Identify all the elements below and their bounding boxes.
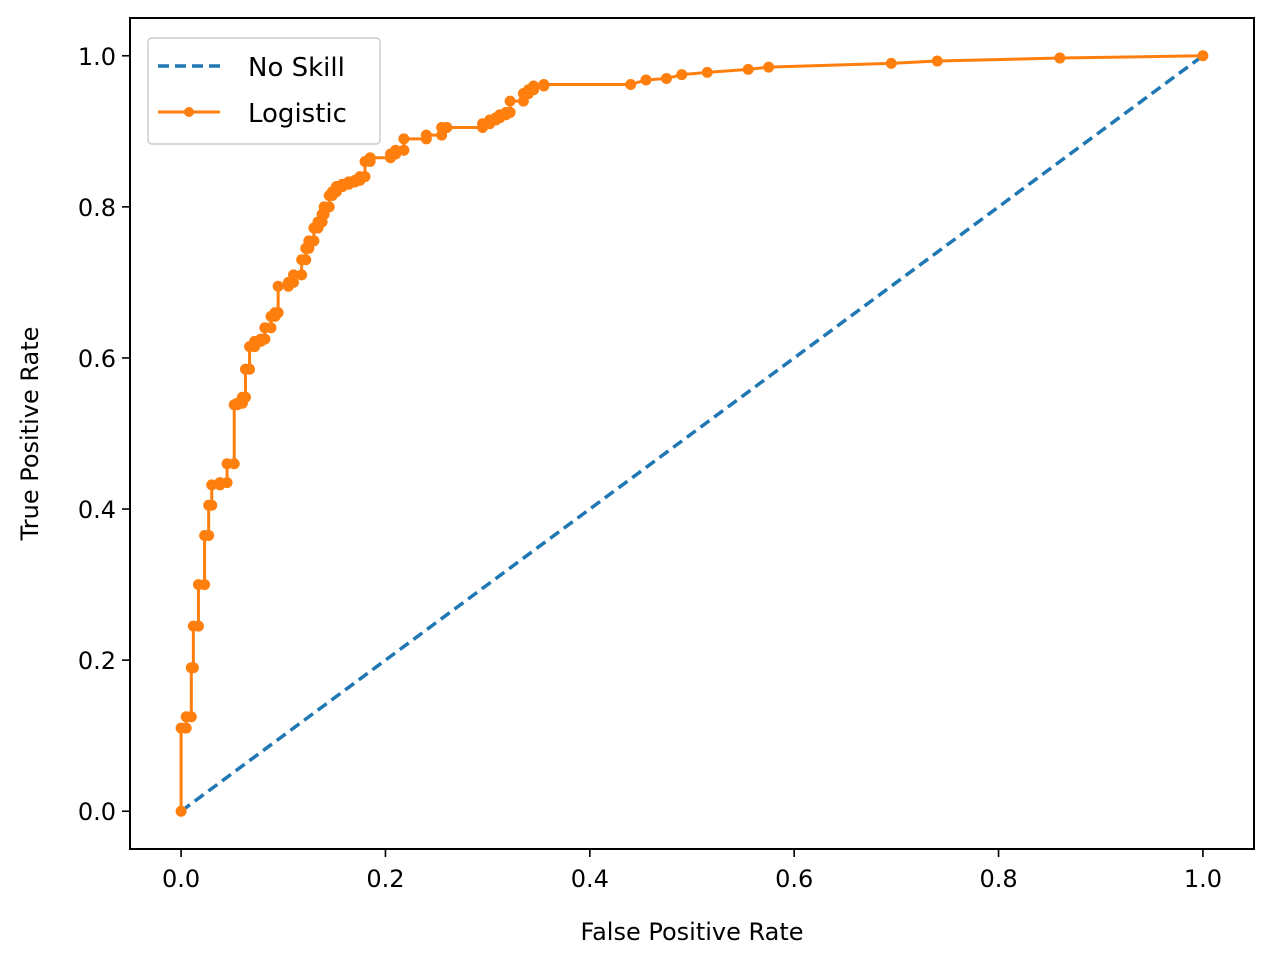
data-point-logistic xyxy=(185,711,197,723)
data-point-logistic xyxy=(885,57,897,69)
data-point-logistic xyxy=(228,458,240,470)
data-point-logistic xyxy=(323,201,335,213)
data-point-logistic xyxy=(931,55,943,67)
x-tick-label: 1.0 xyxy=(1184,865,1222,893)
data-point-logistic xyxy=(300,254,312,266)
x-tick-label: 0.8 xyxy=(979,865,1017,893)
plot-frame xyxy=(129,17,1255,850)
data-point-logistic xyxy=(1197,50,1209,62)
data-point-logistic xyxy=(398,133,410,145)
data-point-logistic xyxy=(701,66,713,78)
legend-marker-logistic xyxy=(184,107,194,117)
series-line-no-skill xyxy=(180,54,1204,813)
data-point-logistic xyxy=(1054,52,1066,64)
data-point-logistic xyxy=(420,129,432,141)
y-tick-label: 1.0 xyxy=(78,43,116,71)
legend: No Skill Logistic xyxy=(147,37,381,145)
data-point-logistic xyxy=(528,80,540,92)
y-axis: 0.0 0.2 0.4 0.6 0.8 1.0 xyxy=(78,43,130,826)
data-point-logistic xyxy=(398,144,410,156)
data-point-logistic xyxy=(244,363,256,375)
data-point-logistic xyxy=(390,144,402,156)
y-tick-label: 0.4 xyxy=(78,496,116,524)
data-point-logistic xyxy=(296,269,308,281)
data-point-logistic xyxy=(272,307,284,319)
y-tick-label: 0.0 xyxy=(78,798,116,826)
data-point-logistic xyxy=(180,722,192,734)
x-tick-label: 0.6 xyxy=(775,865,813,893)
data-point-logistic xyxy=(192,620,204,632)
data-point-logistic xyxy=(763,61,775,73)
data-point-logistic xyxy=(287,276,299,288)
data-point-logistic xyxy=(538,78,550,90)
data-point-logistic xyxy=(265,322,277,334)
legend-box xyxy=(147,37,381,145)
data-point-logistic xyxy=(742,63,754,75)
x-tick-label: 0.2 xyxy=(366,865,404,893)
data-point-logistic xyxy=(504,106,516,118)
data-point-logistic xyxy=(199,579,211,591)
data-point-logistic xyxy=(625,78,637,90)
data-point-logistic xyxy=(259,333,271,345)
x-tick-label: 0.4 xyxy=(571,865,609,893)
y-tick-label: 0.2 xyxy=(78,647,116,675)
data-point-logistic xyxy=(206,499,218,511)
x-axis: 0.0 0.2 0.4 0.6 0.8 1.0 xyxy=(162,849,1222,893)
data-point-logistic xyxy=(239,391,251,403)
legend-label-logistic: Logistic xyxy=(248,99,347,129)
y-axis-label: True Positive Rate xyxy=(16,327,44,542)
y-tick-label: 0.8 xyxy=(78,194,116,222)
legend-label-no-skill: No Skill xyxy=(248,53,345,83)
data-point-logistic xyxy=(504,95,516,107)
data-point-logistic xyxy=(203,529,215,541)
data-point-logistic xyxy=(175,805,187,817)
data-point-logistic xyxy=(676,69,688,81)
y-tick-label: 0.6 xyxy=(78,345,116,373)
data-point-logistic xyxy=(660,72,672,84)
data-point-logistic xyxy=(364,152,376,164)
data-point-logistic xyxy=(308,235,320,247)
data-point-logistic xyxy=(441,122,453,134)
x-axis-label: False Positive Rate xyxy=(580,918,803,946)
data-point-logistic xyxy=(640,74,652,86)
plot-area xyxy=(175,50,1209,817)
data-point-logistic xyxy=(187,662,199,674)
data-point-logistic xyxy=(359,171,371,183)
data-point-logistic xyxy=(287,269,299,281)
data-point-logistic xyxy=(272,280,284,292)
data-point-logistic xyxy=(221,477,233,489)
x-tick-label: 0.0 xyxy=(162,865,200,893)
